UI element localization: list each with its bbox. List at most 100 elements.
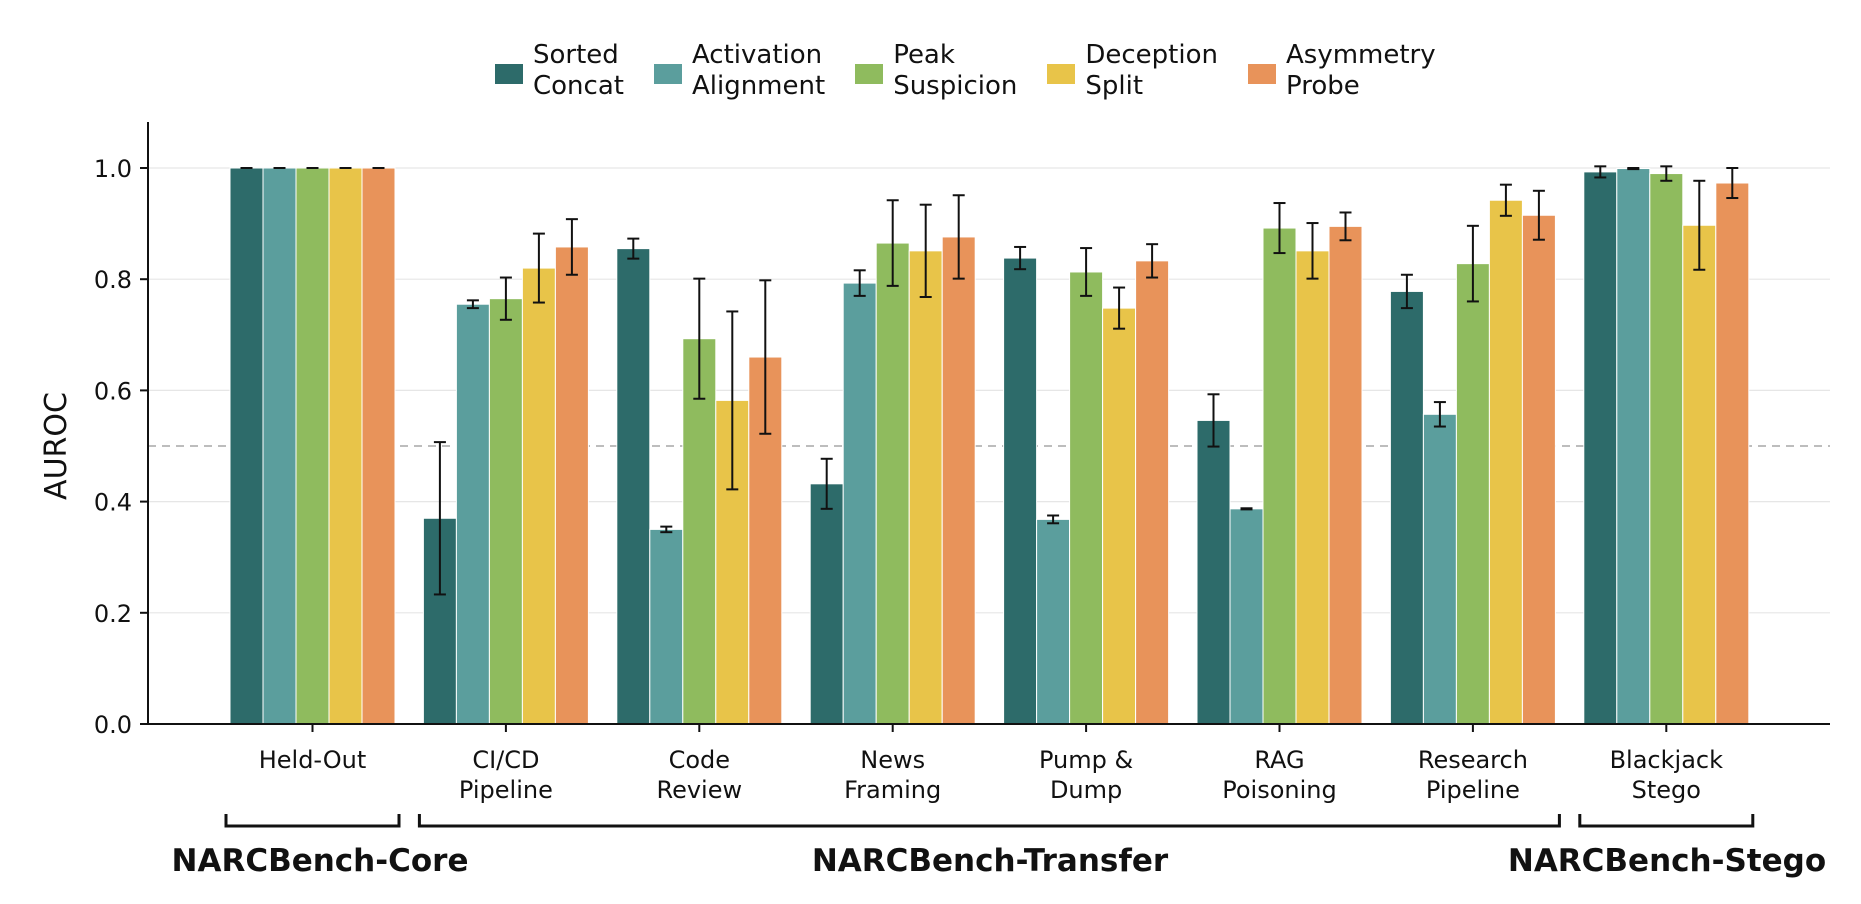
x-tick-label-line: Pipeline [459,776,553,804]
bar-peak-suspicion-1 [488,298,523,725]
error-bar-sorted-concat-2 [627,237,640,260]
bar-sorted-concat-6 [1389,290,1424,725]
x-tick-label-line: Review [656,776,742,804]
error-bar-sorted-concat-5 [1207,393,1220,448]
error-bar-asymmetry-probe-5 [1339,211,1352,242]
x-tick-label-line: Blackjack [1610,746,1724,774]
x-tick-label-5: RAG Poisoning [1222,746,1336,804]
bar-peak-suspicion-0 [295,167,330,725]
error-bar-activation-alignment-3 [853,269,866,297]
legend-item-deception-split: Deception Split [1047,40,1218,102]
error-bar-activation-alignment-7 [1627,167,1640,171]
error-bar-activation-alignment-5 [1240,507,1253,511]
x-tick-label-line: Framing [844,776,941,804]
bar-asymmetry-probe-3 [941,236,976,725]
x-tick-label-line: Research [1418,746,1528,774]
bar-activation-alignment-0 [262,167,297,725]
legend-item-sorted-concat: Sorted Concat [495,40,624,102]
error-bar-activation-alignment-1 [466,299,479,310]
y-tick-label-2: 0.4 [94,489,132,517]
bar-activation-alignment-4 [1036,518,1071,725]
legend-label-sorted-concat: Sorted Concat [533,40,624,101]
x-tick-label-line: Poisoning [1222,776,1336,804]
x-tick-label-line: Stego [1632,776,1701,804]
bar-sorted-concat-3 [809,483,844,725]
legend-label-peak-suspicion: Peak Suspicion [893,40,1018,101]
bar-deception-split-6 [1488,199,1523,725]
bar-activation-alignment-3 [842,282,877,725]
bar-sorted-concat-4 [1003,257,1038,725]
bar-asymmetry-probe-1 [554,246,589,725]
x-tick-label-1: CI/CD Pipeline [459,746,553,804]
error-bar-activation-alignment-2 [660,525,673,534]
x-tick-label-6: Research Pipeline [1418,746,1528,804]
bar-peak-suspicion-4 [1069,271,1104,725]
y-tick-label-3: 0.6 [94,377,132,405]
legend-swatch-deception-split [1047,64,1076,84]
legend-swatch-peak-suspicion [855,64,884,84]
error-bar-peak-suspicion-5 [1273,202,1286,255]
error-bar-deception-split-4 [1113,286,1126,330]
error-bar-peak-suspicion-3 [886,199,899,287]
error-bar-deception-split-7 [1693,179,1706,271]
error-bar-peak-suspicion-1 [499,276,512,321]
y-tick-label-0: 0.0 [94,711,132,739]
bar-activation-alignment-1 [455,303,490,725]
error-bar-deception-split-6 [1499,183,1512,217]
error-bar-deception-split-2 [726,310,739,491]
x-tick-label-line: CI/CD [472,746,539,774]
error-bar-asymmetry-probe-1 [565,218,578,276]
bar-deception-split-3 [908,250,943,725]
bar-asymmetry-probe-0 [361,167,396,725]
error-bar-peak-suspicion-2 [693,277,706,400]
bar-deception-split-7 [1682,224,1717,725]
bar-sorted-concat-5 [1196,419,1231,725]
error-bar-asymmetry-probe-2 [759,279,772,435]
bar-asymmetry-probe-4 [1135,260,1170,725]
bar-sorted-concat-7 [1583,171,1618,725]
error-bar-activation-alignment-4 [1047,514,1060,525]
legend-label-asymmetry-probe: Asymmetry Probe [1285,40,1436,101]
error-bar-deception-split-1 [532,232,545,304]
error-bar-activation-alignment-6 [1433,401,1446,428]
error-bar-asymmetry-probe-6 [1532,189,1545,241]
y-tick-label-1: 0.2 [94,600,132,628]
x-tick-label-4: Pump & Dump [1039,746,1133,804]
group-bracket-2 [1578,814,1755,828]
legend-swatch-asymmetry-probe [1247,64,1276,84]
group-bracket-0 [224,814,401,828]
bar-asymmetry-probe-5 [1328,225,1363,725]
error-bar-sorted-concat-4 [1014,245,1027,271]
bar-deception-split-4 [1102,307,1137,725]
bar-sorted-concat-0 [229,167,264,725]
legend-label-activation-alignment: Activation Alignment [691,40,826,101]
error-bar-peak-suspicion-4 [1080,247,1093,297]
bar-peak-suspicion-7 [1649,173,1684,725]
x-tick-label-2: Code Review [656,746,742,804]
y-tick-label-5: 1.0 [94,155,132,183]
bar-activation-alignment-6 [1422,413,1457,725]
error-bar-deception-split-3 [919,203,932,298]
y-axis-label: AUROC [39,392,74,500]
x-tick-label-3: News Framing [844,746,941,804]
error-bar-peak-suspicion-7 [1660,165,1673,182]
x-tick-label-line: Dump [1050,776,1122,804]
bar-asymmetry-probe-6 [1521,214,1556,725]
x-tick-label-7: Blackjack Stego [1610,746,1724,804]
legend: Sorted Concat Activation Alignment Peak … [495,40,1466,102]
x-tick-label-line: RAG [1254,746,1304,774]
bar-deception-split-1 [521,267,556,725]
error-bar-peak-suspicion-6 [1466,224,1479,303]
error-bar-sorted-concat-6 [1400,273,1413,310]
bar-peak-suspicion-3 [875,242,910,725]
x-tick-label-line: Pipeline [1426,776,1520,804]
legend-label-deception-split: Deception Split [1085,40,1218,101]
x-tick-label-line: Held-Out [259,746,367,774]
x-tick-label-line: News [860,746,925,774]
bar-deception-split-5 [1295,250,1330,725]
group-bracket-1 [417,814,1561,828]
bar-deception-split-0 [328,167,363,725]
legend-item-activation-alignment: Activation Alignment [653,40,826,102]
group-label-0: NARCBench-Core [172,843,469,879]
